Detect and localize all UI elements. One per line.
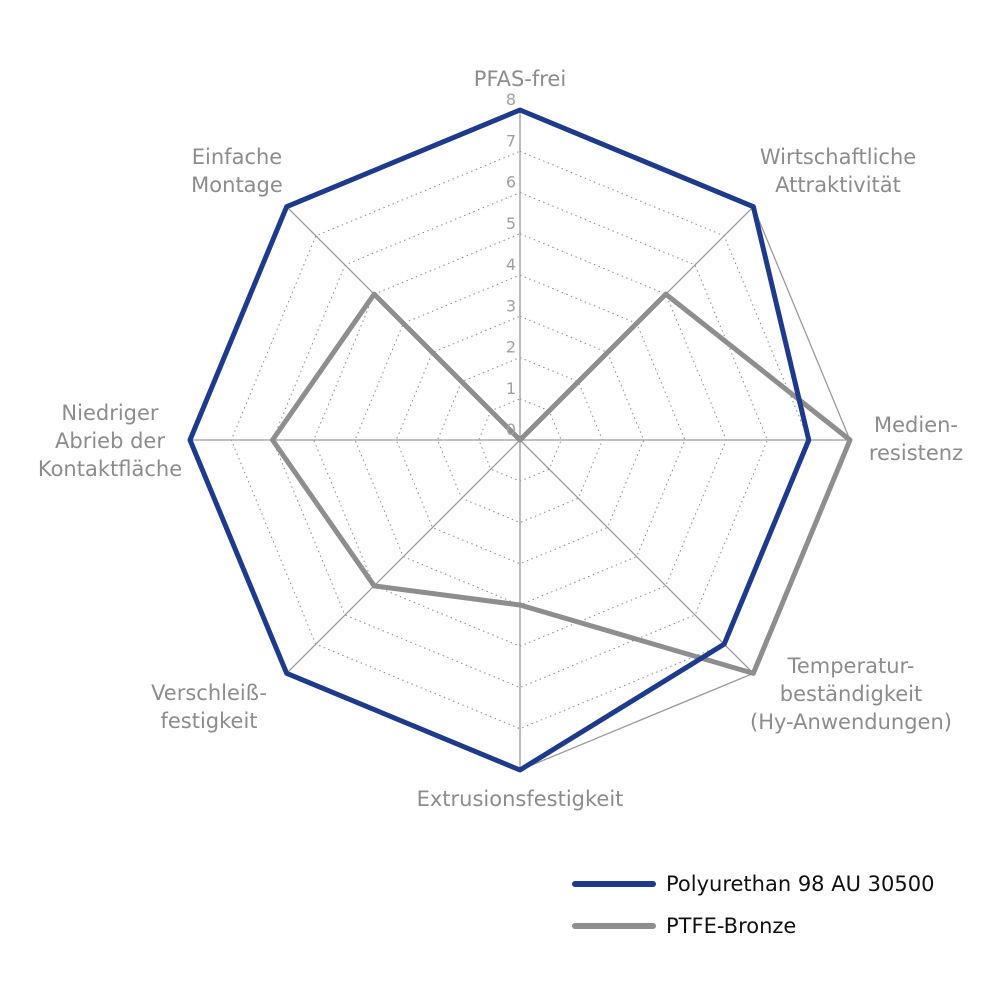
axis-label-4: Extrusionsfestigkeit <box>417 787 624 811</box>
tick-label-2: 2 <box>506 338 516 357</box>
tick-label-5: 5 <box>506 214 516 233</box>
axis-label-2-line-0: Medien- <box>874 413 958 437</box>
grid-spoke-3 <box>519 439 754 674</box>
axis-label-5: Verschleiß-festigkeit <box>151 681 267 733</box>
legend: Polyurethan 98 AU 30500 PTFE-Bronze <box>572 868 934 952</box>
tick-label-1: 1 <box>506 379 516 398</box>
axis-label-1: Wirtschaftliche Attraktivität <box>760 145 916 197</box>
series-layer <box>187 107 853 773</box>
tick-label-3: 3 <box>506 296 516 315</box>
axis-label-3-line-2: (Hy-Anwendungen) <box>750 710 952 734</box>
axis-label-1-line-0: Wirtschaftliche <box>760 145 916 169</box>
legend-swatch-ptfe-bronze <box>572 922 656 929</box>
tick-label-0: 0 <box>506 420 516 439</box>
legend-label-ptfe-bronze: PTFE-Bronze <box>666 913 797 938</box>
tick-label-4: 4 <box>506 255 516 274</box>
axis-label-2: Medien-resistenz <box>869 413 963 465</box>
axis-label-5-line-1: festigkeit <box>160 709 257 733</box>
legend-item-polyurethan: Polyurethan 98 AU 30500 <box>572 868 934 899</box>
tick-label-7: 7 <box>506 131 516 150</box>
axis-label-3: Temperatur-beständigkeit (Hy-Anwendungen) <box>750 654 952 734</box>
axis-label-7-line-0: Einfache <box>192 145 282 169</box>
axis-label-0: PFAS-frei <box>474 67 566 91</box>
axis-label-4-line-0: Extrusionsfestigkeit <box>417 787 624 811</box>
legend-label-polyurethan: Polyurethan 98 AU 30500 <box>666 871 935 896</box>
axis-label-5-line-0: Verschleiß- <box>151 681 267 705</box>
axis-label-6-line-0: Niedriger <box>61 401 159 425</box>
grid-ring-3 <box>395 315 645 565</box>
tick-layer: 0 1 2 3 4 5 6 7 8 <box>506 90 516 439</box>
axis-label-7: Einfache Montage <box>191 145 283 197</box>
axis-label-2-line-1: resistenz <box>869 441 963 465</box>
axis-label-1-line-1: Attraktivität <box>775 173 901 197</box>
axis-label-6: Niedriger Abrieb der Kontaktfläche <box>38 401 182 481</box>
axis-label-layer: PFAS-frei Wirtschaftliche Attraktivität Med… <box>38 67 963 811</box>
series-line-ptfe-bronze <box>270 291 853 676</box>
grid-spoke-5 <box>286 439 521 674</box>
axis-label-0-line-0: PFAS-frei <box>474 67 566 91</box>
legend-item-ptfe-bronze: PTFE-Bronze <box>572 910 934 941</box>
grid-ring-2 <box>436 356 604 524</box>
axis-label-6-line-2: Kontaktfläche <box>38 457 182 481</box>
legend-swatch-polyurethan <box>572 880 656 887</box>
axis-label-7-line-1: Montage <box>191 173 283 197</box>
axis-label-6-line-1: Abrieb der <box>55 429 165 453</box>
axis-label-3-line-0: Temperatur- <box>787 654 915 678</box>
tick-label-6: 6 <box>506 173 516 192</box>
tick-label-8: 8 <box>506 90 516 109</box>
axis-label-3-line-1: beständigkeit <box>780 682 923 706</box>
